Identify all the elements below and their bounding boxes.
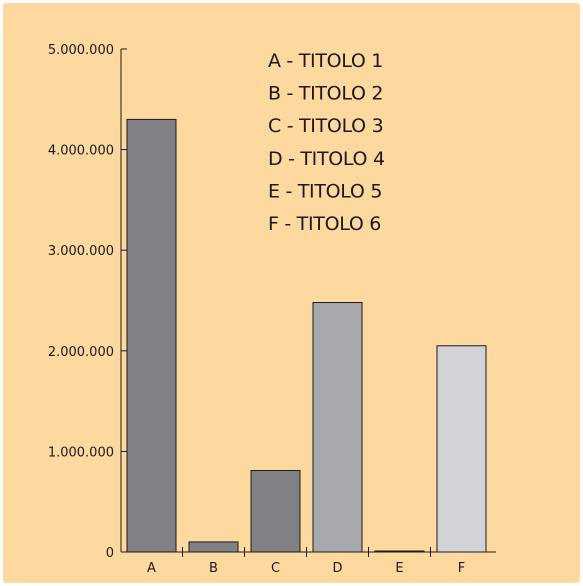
y-tick-label: 2.000.000	[48, 345, 114, 360]
bar-a	[126, 118, 177, 553]
x-tick-label: A	[147, 561, 156, 576]
bar-e	[374, 550, 425, 553]
bar-c	[250, 470, 301, 553]
bar-b	[188, 541, 239, 553]
y-tick-label: 4.000.000	[48, 144, 114, 159]
bar-d	[312, 302, 363, 553]
legend-entry: E - TITOLO 5	[268, 180, 382, 202]
y-tick-label: 5.000.000	[48, 43, 114, 58]
legend-entry: A - TITOLO 1	[268, 50, 383, 72]
legend-entry: C - TITOLO 3	[268, 115, 383, 137]
bars	[126, 118, 487, 553]
bar-f	[436, 345, 487, 553]
x-tick-label: D	[332, 561, 342, 576]
x-tick-label: F	[458, 561, 465, 576]
legend-entry: F - TITOLO 6	[268, 213, 381, 235]
y-axis: 0 1.000.000 2.000.000 3.000.000 4.000.000 5.0…	[48, 43, 127, 561]
y-tick-label: 1.000.000	[48, 445, 114, 460]
x-tick-label: E	[395, 561, 403, 576]
legend-entry: D - TITOLO 4	[268, 148, 385, 170]
y-tick-label: 3.000.000	[48, 244, 114, 259]
x-axis: A B C D E F	[121, 547, 496, 576]
x-tick-label: C	[271, 561, 280, 576]
legend: A - TITOLO 1 B - TITOLO 2 C - TITOLO 3 D - …	[268, 50, 385, 235]
x-tick-label: B	[209, 561, 218, 576]
legend-entry: B - TITOLO 2	[268, 83, 383, 105]
y-tick-label: 0	[106, 546, 114, 561]
